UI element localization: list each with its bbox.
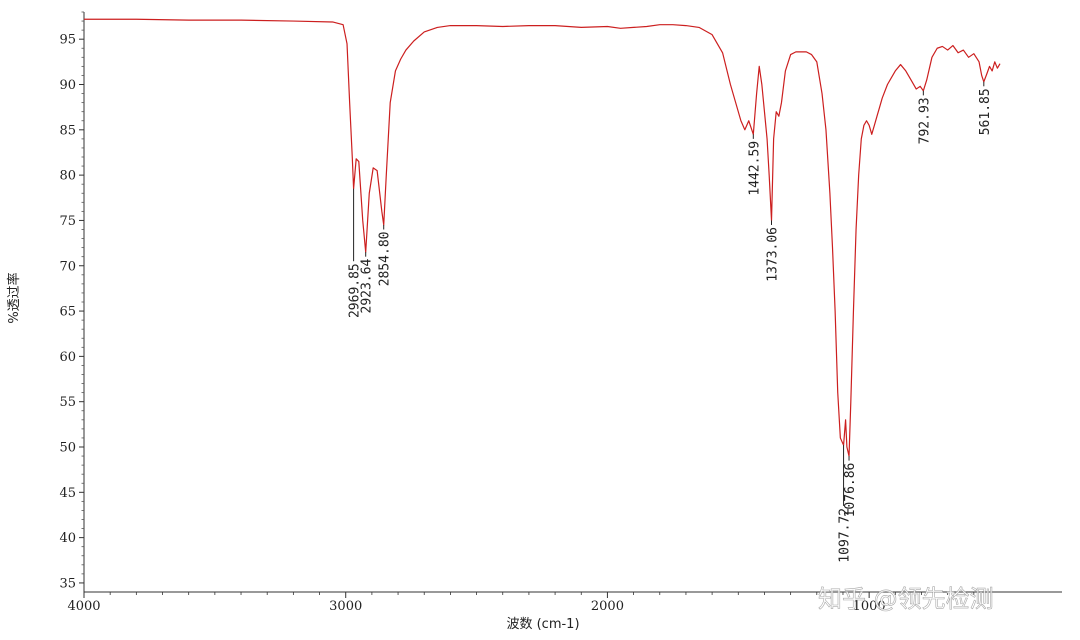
y-axis-label: %透过率: [6, 272, 22, 323]
y-tick-label: 75: [59, 214, 76, 229]
peak-label: 1442.59: [747, 141, 762, 196]
x-tick-label: 3000: [329, 599, 362, 614]
x-tick-label: 4000: [67, 599, 100, 614]
x-axis-label: 波数 (cm-1): [506, 617, 579, 632]
y-tick-label: 65: [59, 305, 76, 320]
y-tick-label: 35: [59, 576, 76, 591]
y-tick-label: 95: [59, 33, 76, 48]
y-tick-label: 85: [59, 123, 76, 138]
series: [84, 18, 1001, 457]
x-tick-label: 1000: [853, 599, 886, 614]
y-tick-label: 80: [59, 169, 76, 184]
y-tick-label: 50: [59, 441, 76, 456]
y-tick-label: 90: [59, 78, 76, 93]
y-tick-label: 70: [59, 259, 76, 274]
peak-label: 2969.85: [348, 263, 363, 318]
y-tick-label: 45: [59, 486, 76, 501]
spectrum-line: [84, 18, 1001, 457]
peak-label: 792.93: [917, 97, 932, 144]
y-tick-label: 55: [59, 395, 76, 410]
peak-label: 1097.72: [838, 508, 853, 563]
peak-label: 2854.80: [378, 232, 393, 287]
peak-label: 2923.64: [360, 259, 375, 314]
peak-label: 1373.06: [766, 227, 781, 282]
ticks: 35 40 45 50 55 60 65 70 75 80 85 90 95 4000 3000 2000 10…: [59, 11, 975, 614]
axes: [83, 12, 1062, 593]
watermark-text: 知乎 @领先检测: [818, 585, 994, 613]
y-tick-label: 40: [59, 531, 76, 546]
peak-label: 1076.86: [843, 463, 858, 518]
x-tick-label: 2000: [591, 599, 624, 614]
peak-label: 561.85: [978, 88, 993, 135]
y-tick-label: 60: [59, 350, 76, 365]
